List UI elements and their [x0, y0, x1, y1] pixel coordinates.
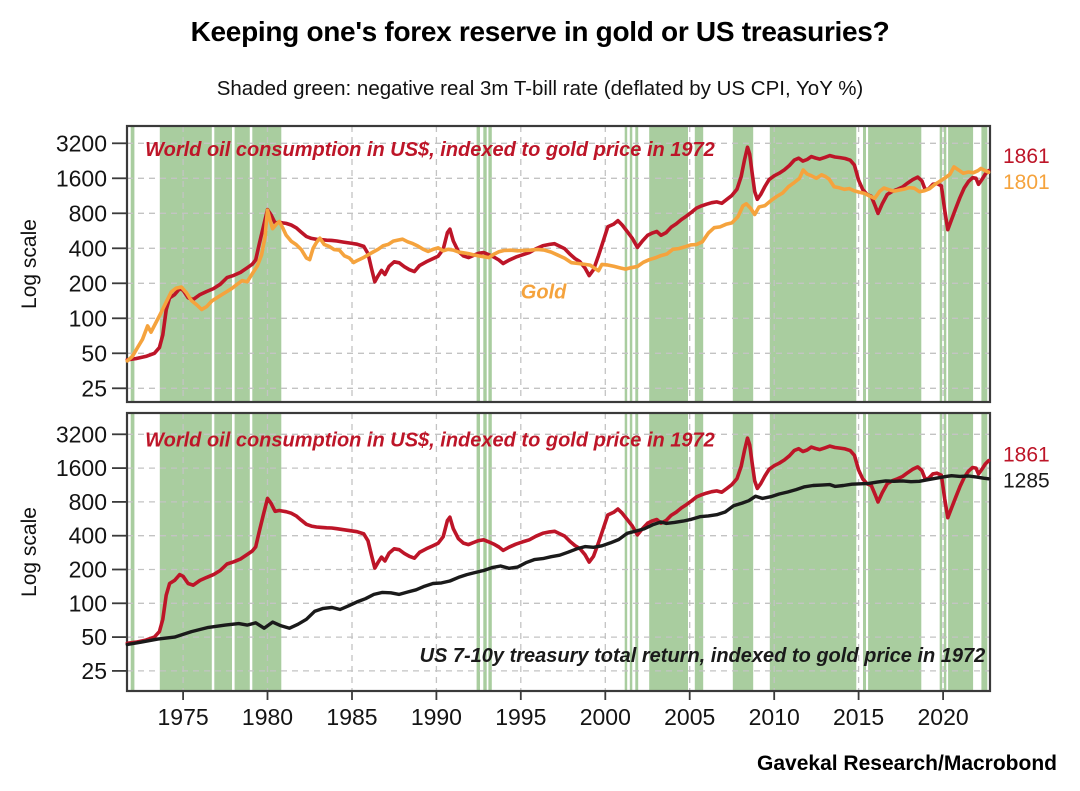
negative-real-rate-band	[694, 413, 704, 691]
negative-real-rate-band	[483, 413, 487, 691]
negative-real-rate-band	[943, 413, 947, 691]
negative-real-rate-band	[868, 413, 922, 691]
negative-real-rate-band	[252, 413, 282, 691]
negative-real-rate-band	[629, 126, 633, 402]
gold-vs-oil-panel: 25 50 100 200 400 800 1600 3200 1861 1801 World oi…	[56, 124, 1050, 404]
negative-real-rate-band	[159, 126, 212, 402]
gold-price-end-value: 1801	[1003, 171, 1050, 194]
x-tick-label: 2020	[918, 704, 969, 730]
oil-index-end-value: 1861	[1003, 145, 1050, 168]
negative-real-rate-band	[635, 413, 639, 691]
y-tick-label: 50	[81, 624, 107, 650]
negative-real-rate-band	[488, 126, 492, 402]
oil-annotation-top: World oil consumption in US$, indexed to…	[145, 139, 715, 161]
negative-real-rate-band	[234, 126, 250, 402]
negative-real-rate-band	[981, 413, 988, 691]
negative-real-rate-band	[483, 126, 487, 402]
y-tick-label: 1600	[56, 165, 107, 191]
y-tick-label: 25	[81, 375, 107, 401]
y-tick-label: 200	[69, 557, 107, 583]
oil-annotation-bottom: World oil consumption in US$, indexed to…	[145, 429, 715, 451]
gold-annotation: Gold	[521, 282, 567, 304]
negative-real-rate-band	[732, 413, 754, 691]
y-tick-label: 800	[69, 200, 107, 226]
negative-real-rate-band	[732, 126, 754, 402]
x-tick-label: 1975	[158, 704, 209, 730]
negative-real-rate-band	[214, 413, 232, 691]
negative-real-rate-band	[948, 413, 974, 691]
treasury-annotation: US 7-10y treasury total return, indexed …	[420, 645, 986, 667]
treasury-vs-oil-panel: 25 50 100 200 400 800 1600 3200 1975 1980 1985 1990…	[56, 411, 1050, 730]
y-tick-label: 400	[69, 235, 107, 261]
x-tick-label: 2010	[749, 704, 800, 730]
source-credit: Gavekal Research/Macrobond	[757, 752, 1057, 775]
x-tick-label: 2015	[833, 704, 884, 730]
x-tick-label: 2000	[580, 704, 631, 730]
x-tick-label: 1995	[495, 704, 546, 730]
oil-index-2-end-value: 1861	[1003, 443, 1050, 466]
negative-real-rate-band	[214, 126, 232, 402]
negative-real-rate-band	[635, 126, 639, 402]
negative-real-rate-band	[624, 413, 628, 691]
negative-real-rate-band	[649, 126, 688, 402]
negative-real-rate-band	[649, 413, 688, 691]
negative-real-rate-band	[981, 126, 988, 402]
y-tick-label: 800	[69, 489, 107, 515]
negative-real-rate-band	[488, 413, 492, 691]
plot-border	[125, 411, 992, 693]
negative-real-rate-band	[939, 126, 943, 402]
negative-real-rate-band	[939, 413, 943, 691]
negative-real-rate-band	[130, 126, 135, 402]
gold-price-line	[125, 165, 991, 363]
negative-real-rate-band	[694, 126, 704, 402]
y-tick-label: 1600	[56, 455, 107, 481]
y-tick-label: 100	[69, 590, 107, 616]
x-tick-label: 1985	[326, 704, 377, 730]
chart-title: Keeping one's forex reserve in gold or U…	[190, 16, 890, 47]
negative-real-rate-band	[868, 126, 922, 402]
y-tick-label: 25	[81, 658, 107, 684]
y-tick-label: 400	[69, 523, 107, 549]
y-tick-label: 200	[69, 270, 107, 296]
negative-real-rate-band	[234, 413, 250, 691]
negative-real-rate-band	[159, 413, 212, 691]
negative-real-rate-band	[943, 126, 947, 402]
plot-border	[125, 124, 992, 404]
negative-real-rate-band	[624, 126, 628, 402]
negative-real-rate-band	[863, 413, 866, 691]
y-tick-label: 3200	[56, 421, 107, 447]
negative-real-rate-band	[863, 126, 866, 402]
x-tick-label: 2005	[664, 704, 715, 730]
chart-subtitle: Shaded green: negative real 3m T-bill ra…	[216, 77, 864, 100]
y-tick-label: 100	[69, 305, 107, 331]
negative-real-rate-band	[476, 126, 480, 402]
treasury-return-line	[125, 474, 991, 647]
x-tick-label: 1980	[242, 704, 293, 730]
treasury-return-end-value: 1285	[1003, 469, 1050, 492]
y-tick-label: 3200	[56, 130, 107, 156]
y-tick-label: 50	[81, 340, 107, 366]
negative-real-rate-band	[629, 413, 633, 691]
negative-real-rate-band	[130, 413, 135, 691]
negative-real-rate-band	[769, 126, 857, 402]
x-tick-label: 1990	[411, 704, 462, 730]
negative-real-rate-band	[476, 413, 480, 691]
